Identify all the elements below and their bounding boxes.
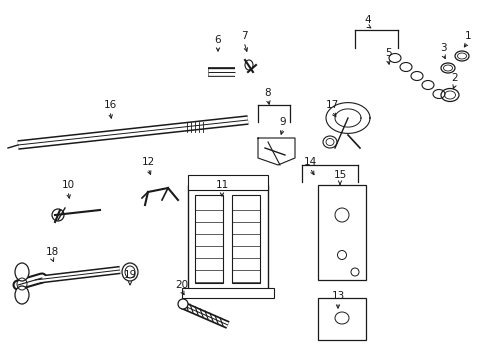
Ellipse shape bbox=[122, 263, 138, 281]
Text: 20: 20 bbox=[175, 280, 188, 290]
FancyBboxPatch shape bbox=[182, 288, 273, 298]
Text: 11: 11 bbox=[215, 180, 228, 190]
FancyBboxPatch shape bbox=[195, 195, 223, 283]
FancyBboxPatch shape bbox=[317, 185, 365, 280]
Text: 12: 12 bbox=[141, 157, 154, 167]
Text: 17: 17 bbox=[325, 100, 338, 110]
Text: 6: 6 bbox=[214, 35, 221, 45]
FancyBboxPatch shape bbox=[317, 298, 365, 340]
Text: 13: 13 bbox=[331, 291, 344, 301]
Text: 2: 2 bbox=[451, 73, 457, 83]
Ellipse shape bbox=[15, 286, 29, 304]
Ellipse shape bbox=[15, 263, 29, 281]
Text: 15: 15 bbox=[333, 170, 346, 180]
Text: 5: 5 bbox=[384, 48, 390, 58]
FancyBboxPatch shape bbox=[187, 175, 267, 190]
Text: 4: 4 bbox=[364, 15, 370, 25]
FancyBboxPatch shape bbox=[187, 185, 267, 290]
Text: 18: 18 bbox=[45, 247, 59, 257]
Text: 19: 19 bbox=[123, 270, 136, 280]
Ellipse shape bbox=[178, 299, 187, 309]
Text: 7: 7 bbox=[240, 31, 247, 41]
Text: 3: 3 bbox=[439, 43, 446, 53]
FancyBboxPatch shape bbox=[231, 195, 260, 283]
Text: 10: 10 bbox=[61, 180, 74, 190]
Text: 9: 9 bbox=[279, 117, 286, 127]
Text: 1: 1 bbox=[464, 31, 470, 41]
Text: 14: 14 bbox=[303, 157, 316, 167]
Text: 8: 8 bbox=[264, 88, 271, 98]
Text: 16: 16 bbox=[103, 100, 116, 110]
